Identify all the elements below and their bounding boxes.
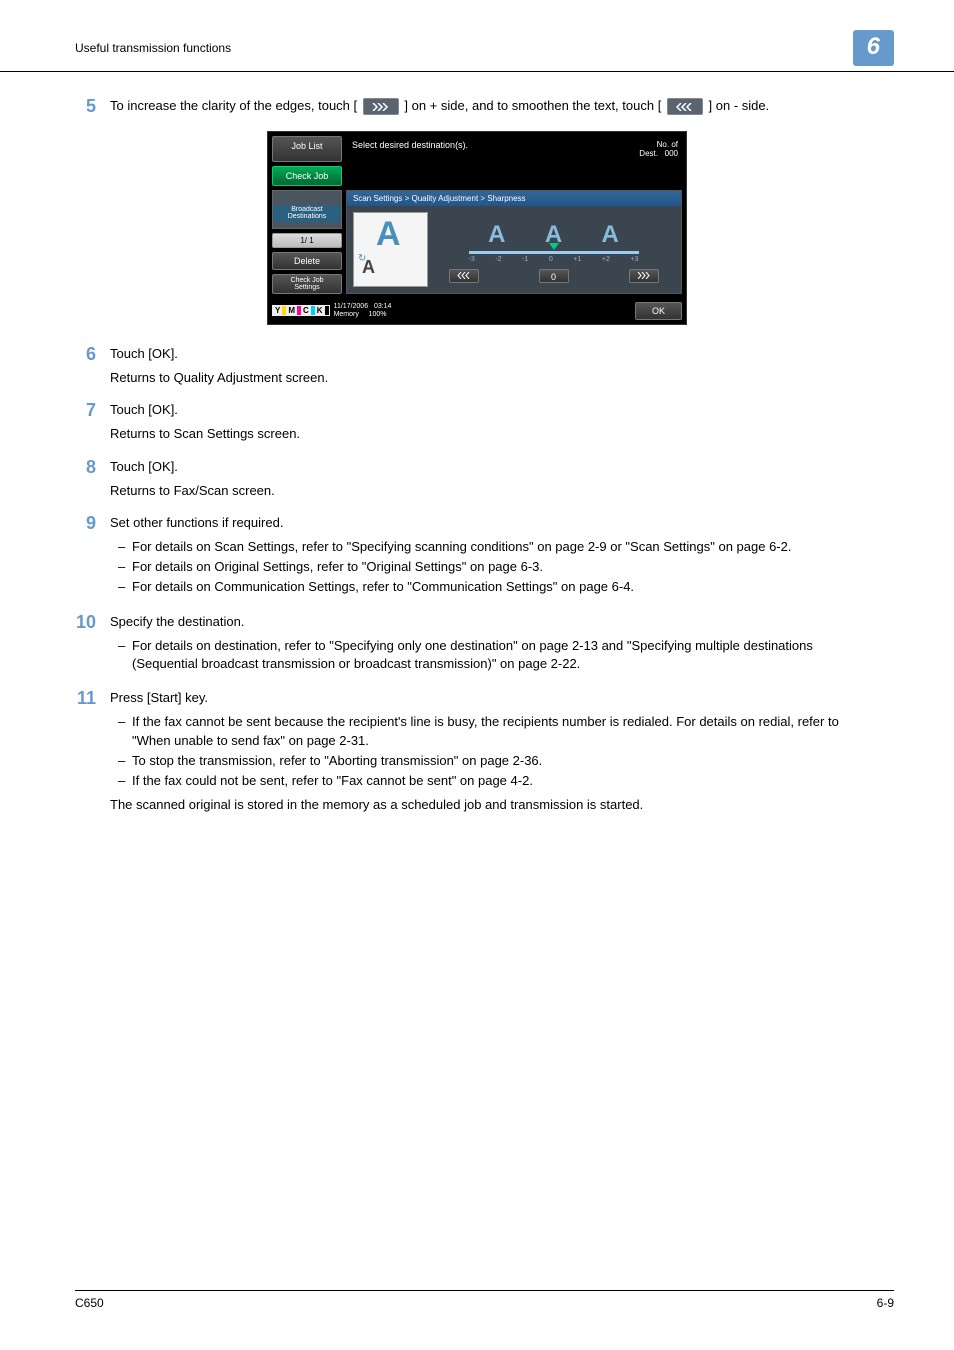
sharpness-slider: AAA -3 -2 -1 0 +1 +2 +3 — [432, 212, 675, 287]
increase-sharpness-icon — [363, 98, 399, 115]
step-8: 8 Touch [OK]. Returns to Fax/Scan screen… — [75, 458, 879, 500]
page-content: 5 To increase the clarity of the edges, … — [0, 72, 954, 814]
footer-right: 6-9 — [877, 1296, 894, 1310]
slider-labels: -3 -2 -1 0 +1 +2 +3 — [469, 256, 639, 263]
check-job-button[interactable]: Check Job — [272, 166, 342, 186]
step-body: Press [Start] key. If the fax cannot be … — [110, 689, 879, 814]
step-number: 8 — [75, 458, 110, 478]
device-screenshot: Job List Select desired destination(s). … — [267, 131, 687, 325]
step-6: 6 Touch [OK]. Returns to Quality Adjustm… — [75, 345, 879, 387]
chapter-number: 6 — [853, 30, 894, 66]
left-panel: BroadcastDestinations 1/ 1 Delete Check … — [272, 190, 342, 294]
bullet-list: For details on Scan Settings, refer to "… — [110, 538, 879, 597]
toner-indicator: Y M C K — [272, 305, 330, 316]
step-10: 10 Specify the destination. For details … — [75, 613, 879, 676]
step-text: Touch [OK]. — [110, 401, 879, 419]
step-number: 5 — [75, 97, 110, 117]
step-number: 9 — [75, 514, 110, 534]
step-5: 5 To increase the clarity of the edges, … — [75, 97, 879, 117]
list-item: For details on Communication Settings, r… — [110, 578, 879, 596]
step-body: Touch [OK]. Returns to Scan Settings scr… — [110, 401, 879, 443]
step-text: Press [Start] key. — [110, 689, 879, 707]
step-number: 11 — [75, 689, 110, 709]
section-title: Useful transmission functions — [75, 41, 231, 55]
timestamp: 11/17/2006 03:14 Memory 100% — [334, 303, 631, 318]
step-text: To increase the clarity of the edges, to… — [110, 98, 361, 113]
status-message: Select desired destination(s). — [346, 136, 631, 162]
step-text: Specify the destination. — [110, 613, 879, 631]
step-body: Specify the destination. For details on … — [110, 613, 879, 676]
list-item: If the fax could not be sent, refer to "… — [110, 772, 879, 790]
bullet-list: For details on destination, refer to "Sp… — [110, 637, 879, 673]
step-text: ] on + side, and to smoothen the text, t… — [404, 98, 665, 113]
list-item: For details on Scan Settings, refer to "… — [110, 538, 879, 556]
step-body: Touch [OK]. Returns to Quality Adjustmen… — [110, 345, 879, 387]
step-text: Set other functions if required. — [110, 514, 879, 532]
breadcrumb: Scan Settings > Quality Adjustment > Sha… — [347, 191, 681, 206]
increase-button[interactable] — [629, 269, 659, 283]
step-number: 6 — [75, 345, 110, 365]
step-text: Touch [OK]. — [110, 458, 879, 476]
check-settings-button[interactable]: Check JobSettings — [272, 274, 342, 294]
reset-button[interactable]: 0 — [539, 269, 569, 283]
destination-list: BroadcastDestinations — [272, 190, 342, 229]
step-number: 7 — [75, 401, 110, 421]
page-header: Useful transmission functions 6 — [0, 0, 954, 72]
slider-track[interactable] — [469, 251, 639, 254]
ok-button[interactable]: OK — [635, 302, 682, 320]
step-text: Touch [OK]. — [110, 345, 879, 363]
step-sub: The scanned original is stored in the me… — [110, 796, 879, 814]
step-body: To increase the clarity of the edges, to… — [110, 97, 879, 115]
decrease-sharpness-icon — [667, 98, 703, 115]
step-11: 11 Press [Start] key. If the fax cannot … — [75, 689, 879, 814]
dest-count: No. of Dest. 000 — [635, 136, 682, 162]
broadcast-label: BroadcastDestinations — [273, 205, 341, 222]
step-body: Touch [OK]. Returns to Fax/Scan screen. — [110, 458, 879, 500]
page-footer: C650 6-9 — [75, 1290, 894, 1310]
step-body: Set other functions if required. For det… — [110, 514, 879, 599]
footer-left: C650 — [75, 1296, 104, 1310]
list-item: If the fax cannot be sent because the re… — [110, 713, 879, 749]
step-9: 9 Set other functions if required. For d… — [75, 514, 879, 599]
delete-button[interactable]: Delete — [272, 252, 342, 270]
bullet-list: If the fax cannot be sent because the re… — [110, 713, 879, 790]
list-item: To stop the transmission, refer to "Abor… — [110, 752, 879, 770]
preview-box: A ↻ A — [353, 212, 428, 287]
pager: 1/ 1 — [272, 233, 342, 248]
list-item: For details on destination, refer to "Sp… — [110, 637, 879, 673]
step-sub: Returns to Fax/Scan screen. — [110, 482, 879, 500]
step-7: 7 Touch [OK]. Returns to Scan Settings s… — [75, 401, 879, 443]
decrease-button[interactable] — [449, 269, 479, 283]
list-item: For details on Original Settings, refer … — [110, 558, 879, 576]
step-text: ] on - side. — [709, 98, 770, 113]
step-sub: Returns to Scan Settings screen. — [110, 425, 879, 443]
slider-knob[interactable] — [549, 243, 559, 250]
job-list-button[interactable]: Job List — [272, 136, 342, 162]
step-sub: Returns to Quality Adjustment screen. — [110, 369, 879, 387]
step-number: 10 — [75, 613, 110, 633]
main-panel: Scan Settings > Quality Adjustment > Sha… — [346, 190, 682, 294]
